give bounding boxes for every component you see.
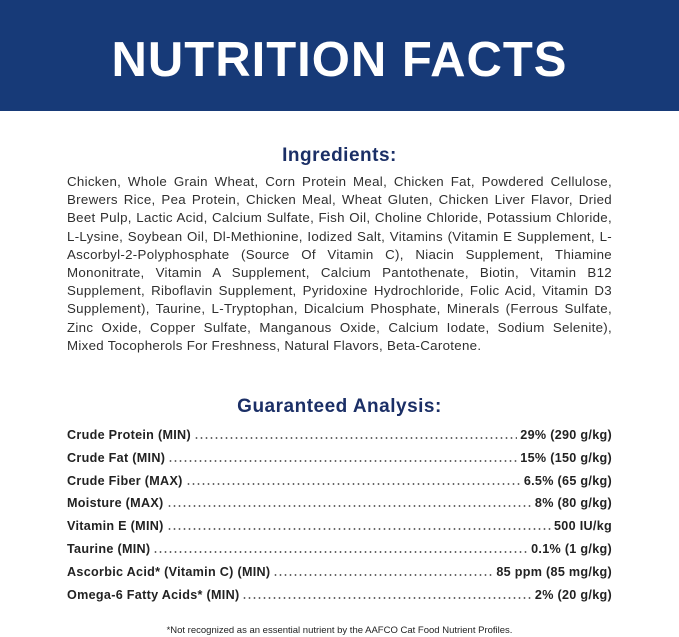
dot-leader [168, 459, 518, 462]
nutrient-label: Crude Fat (MIN) [67, 450, 166, 465]
dot-leader [273, 573, 494, 576]
nutrient-value: 500 IU/kg [553, 519, 612, 534]
nutrient-value: 29% (290 g/kg) [520, 428, 612, 442]
analysis-row: Crude Fiber (MAX) 6.5% (65 g/kg) [67, 474, 612, 497]
analysis-row: Omega-6 Fatty Acids* (MIN) 2% (20 g/kg) [67, 588, 612, 611]
dot-leader [166, 528, 551, 531]
analysis-row: Ascorbic Acid* (Vitamin C) (MIN) 85 ppm (… [67, 565, 612, 588]
nutrient-value: 6.5% (65 g/kg) [523, 473, 612, 488]
analysis-row: Crude Fat (MIN) 15% (150 g/kg) [67, 451, 612, 474]
nutrient-value: 15% (150 g/kg) [520, 450, 612, 465]
nutrient-value: 2% (20 g/kg) [534, 587, 612, 602]
footnote: *Not recognized as an essential nutrient… [166, 625, 513, 636]
dot-leader [193, 437, 518, 439]
title: NUTRITION FACTS [111, 33, 568, 87]
dot-leader [153, 550, 529, 553]
nutrient-label: Crude Protein (MIN) [67, 428, 191, 442]
nutrient-value: 0.1% (1 g/kg) [531, 541, 612, 556]
header-band [0, 0, 679, 111]
ingredients-heading: Ingredients: [282, 145, 397, 166]
nutrient-label: Omega-6 Fatty Acids* (MIN) [67, 587, 240, 602]
ingredients-text: Chicken, Whole Grain Wheat, Corn Protein… [67, 174, 612, 353]
nutrient-label: Vitamin E (MIN) [67, 519, 164, 534]
nutrient-value: 85 ppm (85 mg/kg) [496, 564, 612, 579]
nutrient-label: Ascorbic Acid* (Vitamin C) (MIN) [67, 564, 271, 579]
analysis-heading: Guaranteed Analysis: [237, 396, 442, 417]
analysis-row: Crude Protein (MIN) 29% (290 g/kg) [67, 428, 612, 451]
dot-leader [242, 596, 532, 599]
analysis-row: Moisture (MAX) 8% (80 g/kg) [67, 496, 612, 519]
analysis-row: Taurine (MIN) 0.1% (1 g/kg) [67, 542, 612, 565]
analysis-row: Vitamin E (MIN) 500 IU/kg [67, 519, 612, 542]
nutrient-label: Taurine (MIN) [67, 541, 151, 556]
dot-leader [166, 505, 532, 508]
dot-leader [185, 482, 521, 485]
nutrient-label: Crude Fiber (MAX) [67, 473, 183, 488]
nutrient-label: Moisture (MAX) [67, 496, 164, 511]
nutrient-value: 8% (80 g/kg) [534, 496, 612, 511]
analysis-table: Crude Protein (MIN) 29% (290 g/kg) Crude F… [67, 428, 612, 610]
